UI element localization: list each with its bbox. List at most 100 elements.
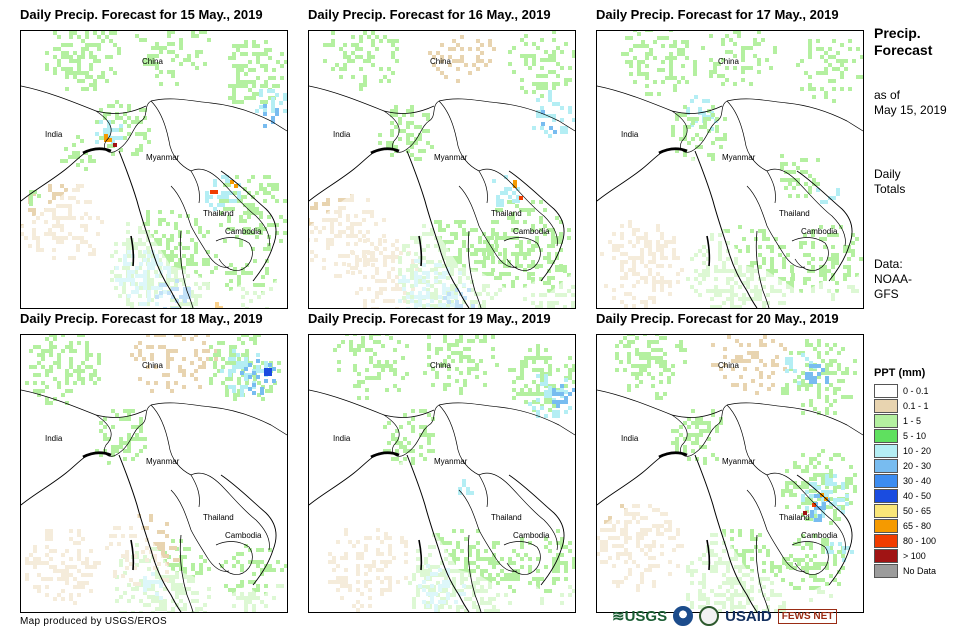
legend-item: 20 - 30 <box>874 458 936 473</box>
precip-map: China India Myanmar Thailand Cambodia <box>308 30 576 309</box>
map-canvas: China India Myanmar Thailand Cambodia <box>309 31 575 308</box>
data-source-note: Data: NOAA- GFS <box>874 257 912 302</box>
country-label: China <box>142 361 163 370</box>
map-credit: Map produced by USGS/EROS <box>20 616 168 627</box>
panel-title: Daily Precip. Forecast for 16 May., 2019 <box>308 7 551 22</box>
precip-map: China India Myanmar Thailand Cambodia <box>596 30 864 309</box>
country-label: India <box>621 434 639 443</box>
map-canvas: China India Myanmar Thailand Cambodia <box>597 31 863 308</box>
country-label: China <box>142 57 163 66</box>
data-label: Data: <box>874 257 903 271</box>
usgs-logo: ≋ USGS <box>612 607 668 626</box>
legend-swatch <box>874 458 898 473</box>
logo-strip: ≋ USGS USAID FEWS NET <box>612 606 838 626</box>
map-canvas: China India Myanmar Thailand Cambodia <box>597 335 863 612</box>
country-label: Thailand <box>779 513 810 522</box>
as-of-label: as of <box>874 88 901 102</box>
legend-label: 10 - 20 <box>903 445 932 456</box>
legend-label: 20 - 30 <box>903 460 932 471</box>
daily-line: Daily <box>874 167 901 181</box>
country-label: India <box>333 434 351 443</box>
country-label: China <box>718 57 739 66</box>
legend-label: 80 - 100 <box>903 535 937 546</box>
country-label: Thailand <box>491 513 522 522</box>
legend-item: 65 - 80 <box>874 518 936 533</box>
noaa-seal-icon <box>673 606 694 626</box>
country-label: Cambodia <box>801 531 838 540</box>
country-label: Myanmar <box>434 457 468 466</box>
precip-map: China India Myanmar Thailand Cambodia <box>20 334 288 613</box>
country-label: India <box>45 130 63 139</box>
data-source-line: GFS <box>874 287 899 301</box>
map-canvas: China India Myanmar Thailand Cambodia <box>21 335 287 612</box>
panel-title: Daily Precip. Forecast for 20 May., 2019 <box>596 311 839 326</box>
legend: PPT (mm) 0 - 0.1 0.1 - 1 1 - 5 5 - 10 10 - 2… <box>874 366 936 578</box>
legend-item: 40 - 50 <box>874 488 936 503</box>
legend-label: 50 - 65 <box>903 505 932 516</box>
daily-totals-note: Daily Totals <box>874 167 905 197</box>
legend-label: No Data <box>903 565 937 576</box>
country-label: Thailand <box>203 209 234 218</box>
legend-item: 0 - 0.1 <box>874 383 936 398</box>
legend-item: 80 - 100 <box>874 533 936 548</box>
map-canvas: China India Myanmar Thailand Cambodia <box>21 31 287 308</box>
legend-item: 1 - 5 <box>874 413 936 428</box>
country-label: China <box>430 57 451 66</box>
legend-swatch <box>874 503 898 518</box>
legend-swatch <box>874 533 898 548</box>
legend-label: 0.1 - 1 <box>903 400 929 411</box>
country-label: India <box>333 130 351 139</box>
sidebar-title-line: Precip. <box>874 25 921 41</box>
panel-title: Daily Precip. Forecast for 15 May., 2019 <box>20 7 263 22</box>
legend-swatch <box>874 383 898 398</box>
fews-net-logo: FEWS NET <box>777 608 838 624</box>
country-label: China <box>718 361 739 370</box>
country-label: Myanmar <box>722 457 756 466</box>
precip-map: China India Myanmar Thailand Cambodia <box>596 334 864 613</box>
sidebar-title: Precip. Forecast <box>874 25 932 59</box>
country-label: Cambodia <box>513 227 550 236</box>
legend-swatch <box>874 398 898 413</box>
sidebar-title-line: Forecast <box>874 42 933 58</box>
legend-swatch <box>874 548 898 563</box>
legend-title: PPT (mm) <box>874 367 926 379</box>
as-of-date: as of May 15, 2019 <box>874 88 947 118</box>
country-label: Cambodia <box>513 531 550 540</box>
legend-swatch <box>874 473 898 488</box>
country-label: Myanmar <box>434 153 468 162</box>
legend-label: 0 - 0.1 <box>903 385 929 396</box>
country-label: India <box>45 434 63 443</box>
data-source-line: NOAA- <box>874 272 913 286</box>
legend-item: 10 - 20 <box>874 443 936 458</box>
legend-item: > 100 <box>874 548 936 563</box>
legend-label: 30 - 40 <box>903 475 932 486</box>
legend-swatch <box>874 413 898 428</box>
precip-map: China India Myanmar Thailand Cambodia <box>20 30 288 309</box>
panel-title: Daily Precip. Forecast for 17 May., 2019 <box>596 7 839 22</box>
panel-title: Daily Precip. Forecast for 19 May., 2019 <box>308 311 551 326</box>
legend-swatch <box>874 518 898 533</box>
legend-label: 5 - 10 <box>903 430 927 441</box>
country-label: China <box>430 361 451 370</box>
country-label: Thailand <box>203 513 234 522</box>
country-label: Myanmar <box>146 153 180 162</box>
panel-title: Daily Precip. Forecast for 18 May., 2019 <box>20 311 263 326</box>
legend-label: 1 - 5 <box>903 415 922 426</box>
legend-swatch <box>874 563 898 578</box>
legend-item: No Data <box>874 563 936 578</box>
country-label: Thailand <box>779 209 810 218</box>
usaid-logo: USAID <box>725 607 772 625</box>
usgs-logo-text: USGS <box>624 607 668 625</box>
legend-swatch <box>874 443 898 458</box>
country-label: Cambodia <box>801 227 838 236</box>
country-label: Cambodia <box>225 531 262 540</box>
legend-item: 5 - 10 <box>874 428 936 443</box>
legend-label: > 100 <box>903 550 926 561</box>
legend-item: 0.1 - 1 <box>874 398 936 413</box>
legend-swatch <box>874 488 898 503</box>
country-label: Thailand <box>491 209 522 218</box>
legend-label: 65 - 80 <box>903 520 932 531</box>
precip-map: China India Myanmar Thailand Cambodia <box>308 334 576 613</box>
country-label: India <box>621 130 639 139</box>
interior-seal-icon <box>699 606 720 626</box>
